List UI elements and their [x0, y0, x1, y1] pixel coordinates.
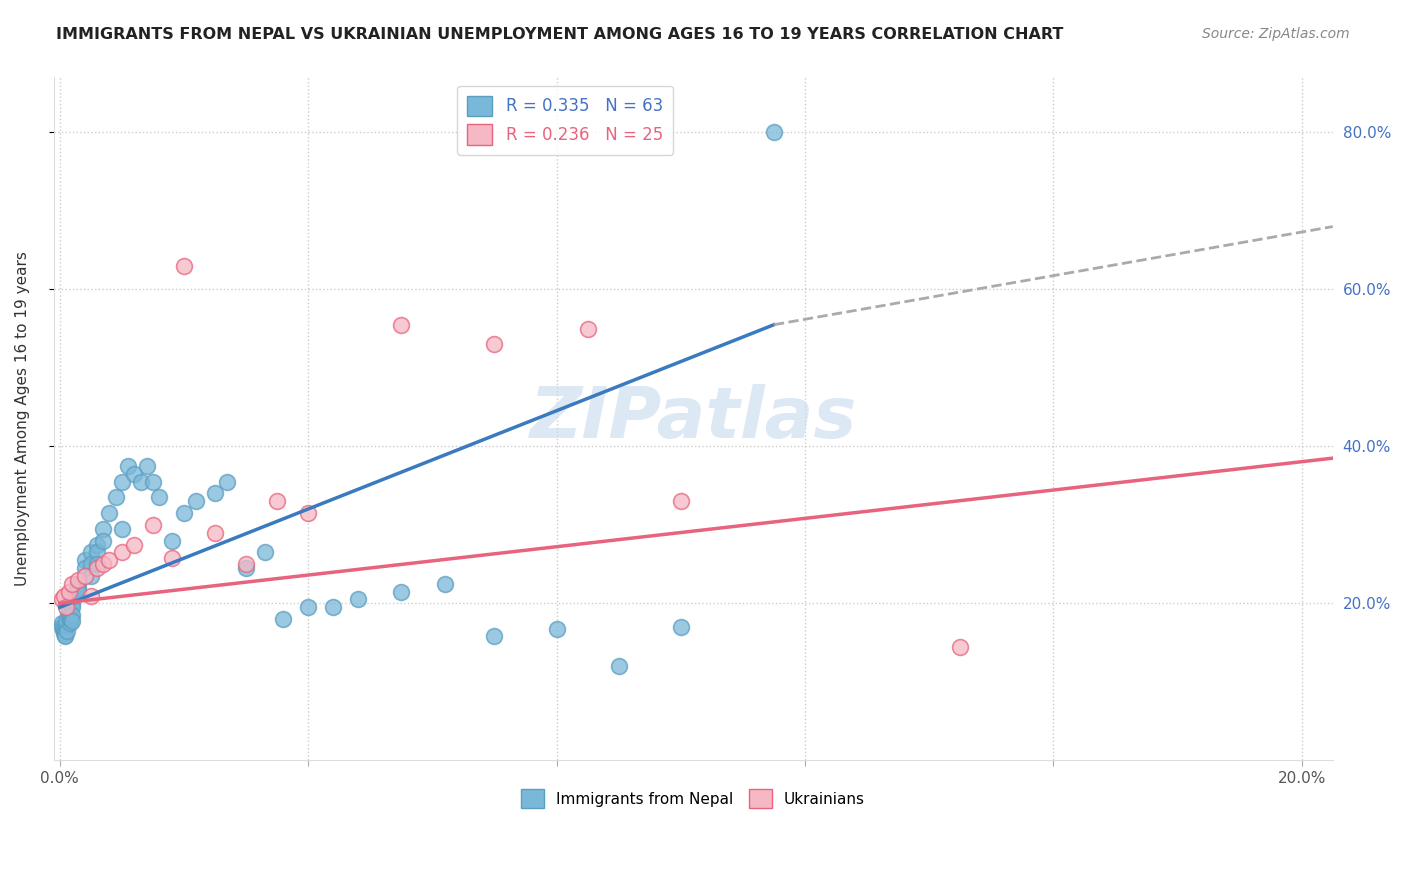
Point — [60, 600, 83, 615]
Point — [91, 522, 114, 536]
Point — [91, 533, 114, 548]
Point — [546, 622, 568, 636]
Point — [67, 573, 90, 587]
Point — [59, 615, 82, 630]
Point — [55, 600, 77, 615]
Point — [51, 592, 73, 607]
Point — [949, 640, 972, 654]
Point — [52, 624, 75, 638]
Point — [51, 620, 73, 634]
Legend: Immigrants from Nepal, Ukrainians: Immigrants from Nepal, Ukrainians — [515, 783, 872, 814]
Point — [253, 545, 276, 559]
Point — [235, 561, 257, 575]
Point — [111, 522, 134, 536]
Point — [111, 475, 134, 489]
Point — [142, 517, 165, 532]
Point — [52, 589, 75, 603]
Point — [762, 125, 785, 139]
Point — [67, 576, 90, 591]
Point — [135, 458, 157, 473]
Point — [204, 486, 226, 500]
Point — [576, 321, 599, 335]
Point — [86, 557, 108, 571]
Point — [60, 596, 83, 610]
Point — [55, 629, 77, 643]
Point — [73, 561, 96, 575]
Point — [204, 525, 226, 540]
Point — [67, 581, 90, 595]
Point — [80, 545, 103, 559]
Point — [55, 614, 77, 628]
Text: Source: ZipAtlas.com: Source: ZipAtlas.com — [1202, 27, 1350, 41]
Point — [117, 458, 139, 473]
Point — [59, 612, 82, 626]
Point — [73, 569, 96, 583]
Point — [669, 620, 692, 634]
Point — [53, 628, 76, 642]
Point — [142, 475, 165, 489]
Text: IMMIGRANTS FROM NEPAL VS UKRAINIAN UNEMPLOYMENT AMONG AGES 16 TO 19 YEARS CORREL: IMMIGRANTS FROM NEPAL VS UKRAINIAN UNEMP… — [56, 27, 1063, 42]
Point — [173, 506, 195, 520]
Point — [104, 491, 127, 505]
Point — [124, 467, 146, 481]
Point — [173, 259, 195, 273]
Text: ZIPatlas: ZIPatlas — [530, 384, 856, 453]
Point — [60, 614, 83, 628]
Point — [53, 626, 76, 640]
Point — [58, 604, 80, 618]
Point — [433, 576, 456, 591]
Point — [124, 537, 146, 551]
Point — [389, 584, 412, 599]
Point — [607, 659, 630, 673]
Point — [60, 608, 83, 623]
Point — [56, 608, 79, 623]
Point — [58, 600, 80, 615]
Point — [80, 589, 103, 603]
Point — [86, 545, 108, 559]
Point — [65, 584, 87, 599]
Point — [297, 506, 319, 520]
Point — [51, 615, 73, 630]
Point — [67, 584, 90, 599]
Y-axis label: Unemployment Among Ages 16 to 19 years: Unemployment Among Ages 16 to 19 years — [15, 252, 30, 586]
Point — [86, 537, 108, 551]
Point — [389, 318, 412, 332]
Point — [59, 610, 82, 624]
Point — [217, 475, 239, 489]
Point — [62, 589, 84, 603]
Point — [129, 475, 152, 489]
Point — [111, 545, 134, 559]
Point — [266, 494, 288, 508]
Point — [91, 557, 114, 571]
Point — [60, 576, 83, 591]
Point — [484, 337, 506, 351]
Point — [160, 550, 183, 565]
Point — [347, 592, 370, 607]
Point — [55, 618, 77, 632]
Point — [160, 533, 183, 548]
Point — [58, 584, 80, 599]
Point — [86, 561, 108, 575]
Point — [73, 553, 96, 567]
Point — [148, 491, 170, 505]
Point — [80, 557, 103, 571]
Point — [669, 494, 692, 508]
Point — [52, 622, 75, 636]
Point — [235, 557, 257, 571]
Point — [98, 506, 121, 520]
Point — [80, 569, 103, 583]
Point — [322, 600, 344, 615]
Point — [56, 624, 79, 638]
Point — [484, 629, 506, 643]
Point — [273, 612, 295, 626]
Point — [98, 553, 121, 567]
Point — [297, 600, 319, 615]
Point — [186, 494, 208, 508]
